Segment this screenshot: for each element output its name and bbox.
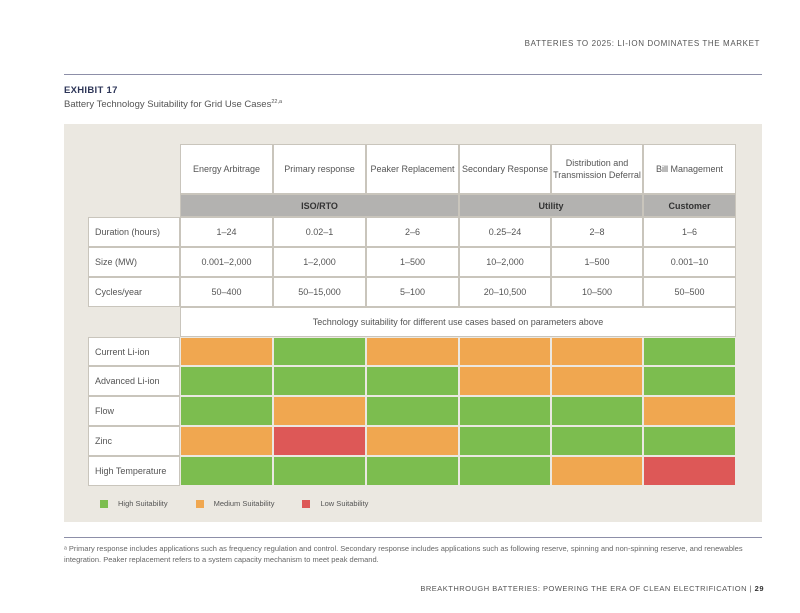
parameter-value: 2–6 [366, 217, 459, 247]
legend-swatch-medium [195, 499, 204, 508]
parameter-value: 1–2,000 [273, 247, 366, 277]
parameter-value: 10–2,000 [459, 247, 551, 277]
exhibit-title-superscript: 22,a [271, 99, 283, 105]
suitability-cell-high [273, 337, 366, 366]
exhibit-label: EXHIBIT 17 [64, 85, 118, 96]
suitability-cell-high [551, 396, 643, 426]
suitability-cell-medium [180, 426, 273, 456]
suitability-cell-high [366, 396, 459, 426]
suitability-note: Technology suitability for different use… [180, 307, 736, 337]
suitability-cell-high [180, 456, 273, 486]
exhibit-title: Battery Technology Suitability for Grid … [64, 99, 282, 110]
use-case-header: Primary response [273, 144, 366, 194]
suitability-cell-high [551, 426, 643, 456]
legend-label-low: Low Suitability [320, 499, 369, 508]
suitability-cell-medium [273, 396, 366, 426]
suitability-cell-high [459, 396, 551, 426]
top-rule [64, 74, 762, 75]
use-case-header: Secondary Response [459, 144, 551, 194]
use-case-header: Bill Management [643, 144, 736, 194]
suitability-cell-medium [180, 337, 273, 366]
footer-publication: BREAKTHROUGH BATTERIES: POWERING THE ERA… [420, 584, 748, 593]
footnote: ᵃ Primary response includes applications… [64, 544, 743, 564]
legend: High Suitability Medium Suitability Low … [100, 499, 396, 508]
parameter-value: 0.25–24 [459, 217, 551, 247]
parameter-value: 10–500 [551, 277, 643, 307]
suitability-cell-high [459, 426, 551, 456]
suitability-cell-high [643, 426, 736, 456]
legend-swatch-high [100, 499, 108, 508]
parameter-value: 0.001–10 [643, 247, 736, 277]
suitability-cell-high [273, 366, 366, 396]
technology-row-label: High Temperature [88, 456, 180, 486]
suitability-cell-low [643, 456, 736, 486]
parameter-value: 1–500 [366, 247, 459, 277]
parameter-value: 50–500 [643, 277, 736, 307]
bottom-rule [64, 537, 762, 538]
group-header: Customer [643, 194, 736, 217]
use-case-header: Energy Arbitrage [180, 144, 273, 194]
legend-label-high: High Suitability [118, 499, 168, 508]
page-number: 29 [754, 584, 764, 593]
suitability-cell-high [180, 366, 273, 396]
suitability-cell-high [366, 456, 459, 486]
running-header: BATTERIES TO 2025: LI-ION DOMINATES THE … [524, 39, 760, 48]
parameter-value: 0.001–2,000 [180, 247, 273, 277]
use-case-header: Distribution and Transmission Deferral [551, 144, 643, 194]
suitability-cell-high [459, 456, 551, 486]
parameter-value: 1–6 [643, 217, 736, 247]
suitability-cell-medium [366, 337, 459, 366]
legend-item-low: Low Suitability [302, 499, 368, 508]
legend-label-medium: Medium Suitability [213, 499, 275, 508]
parameter-value: 50–400 [180, 277, 273, 307]
use-case-header: Peaker Replacement [366, 144, 459, 194]
suitability-cell-medium [459, 366, 551, 396]
suitability-cell-medium [551, 456, 643, 486]
parameter-row-label: Cycles/year [88, 277, 180, 307]
technology-row-label: Advanced Li-ion [88, 366, 180, 396]
parameter-value: 5–100 [366, 277, 459, 307]
suitability-cell-high [643, 337, 736, 366]
technology-row-label: Flow [88, 396, 180, 426]
suitability-cell-high [643, 366, 736, 396]
footer-separator: | [747, 584, 755, 593]
suitability-cell-high [366, 366, 459, 396]
parameter-value: 1–500 [551, 247, 643, 277]
suitability-cell-high [180, 396, 273, 426]
suitability-cell-medium [459, 337, 551, 366]
exhibit-title-text: Battery Technology Suitability for Grid … [64, 99, 272, 111]
group-header: Utility [459, 194, 643, 217]
legend-swatch-low [302, 499, 311, 508]
suitability-cell-medium [366, 426, 459, 456]
parameter-value: 1–24 [180, 217, 273, 247]
suitability-cell-medium [551, 337, 643, 366]
suitability-cell-high [273, 456, 366, 486]
parameter-row-label: Size (MW) [88, 247, 180, 277]
group-header: ISO/RTO [180, 194, 459, 217]
parameter-value: 20–10,500 [459, 277, 551, 307]
technology-row-label: Zinc [88, 426, 180, 456]
parameter-value: 2–8 [551, 217, 643, 247]
page-footer: BREAKTHROUGH BATTERIES: POWERING THE ERA… [420, 584, 764, 593]
suitability-cell-medium [643, 396, 736, 426]
legend-item-high: High Suitability [100, 499, 168, 508]
exhibit-panel: Energy Arbitrage Primary response Peaker R… [64, 124, 762, 522]
parameter-value: 0.02–1 [273, 217, 366, 247]
parameter-value: 50–15,000 [273, 277, 366, 307]
technology-row-label: Current Li-ion [88, 337, 180, 366]
suitability-cell-low [273, 426, 366, 456]
parameter-row-label: Duration (hours) [88, 217, 180, 247]
legend-item-medium: Medium Suitability [195, 499, 275, 508]
suitability-cell-medium [551, 366, 643, 396]
